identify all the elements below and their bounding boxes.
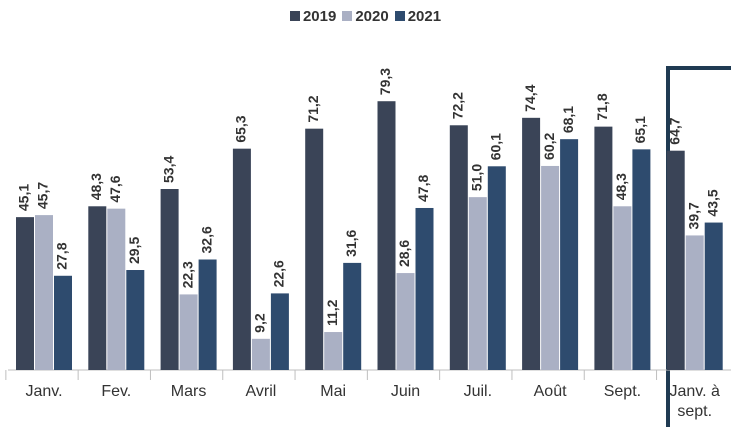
- value-label: 65,3: [233, 115, 249, 142]
- bar: [54, 275, 72, 370]
- value-label: 65,1: [632, 116, 648, 143]
- bar: [232, 148, 251, 370]
- value-label: 11,2: [324, 299, 340, 326]
- bar: [107, 208, 126, 370]
- bar: [305, 128, 324, 370]
- bar: [377, 101, 396, 371]
- x-tick-label: Juin: [390, 383, 421, 400]
- value-label: 27,8: [54, 242, 70, 269]
- value-label: 71,8: [594, 93, 610, 120]
- bar: [35, 215, 53, 370]
- value-label: 60,2: [541, 132, 557, 159]
- value-label: 32,6: [198, 226, 214, 253]
- x-tick-label: Juil.: [463, 383, 493, 400]
- bar: [560, 139, 579, 370]
- value-label: 47,8: [415, 175, 431, 202]
- legend-swatch: [342, 11, 353, 21]
- legend-item: 2020: [342, 8, 389, 25]
- x-tick-label: Janv.: [25, 383, 63, 400]
- x-tick-label: Fev.: [101, 383, 132, 400]
- bar: [487, 166, 506, 370]
- bar: [685, 235, 704, 370]
- value-label: 71,2: [305, 95, 321, 122]
- bar: [541, 165, 560, 370]
- value-label: 48,3: [88, 173, 104, 200]
- bar: [198, 259, 217, 370]
- legend-label: 2021: [407, 8, 442, 25]
- x-tick-label: Avril: [245, 383, 277, 400]
- value-label: 45,7: [35, 182, 51, 209]
- value-label: 22,3: [179, 261, 195, 288]
- value-label: 64,7: [666, 117, 682, 144]
- bar: [179, 294, 198, 370]
- x-tick-label: Sept.: [603, 383, 642, 400]
- value-label: 28,6: [396, 240, 412, 267]
- bar: [126, 270, 145, 370]
- bar: [613, 206, 632, 370]
- value-label: 29,5: [126, 237, 142, 264]
- legend-item: 2019: [289, 8, 337, 25]
- bar: [449, 125, 468, 370]
- bar: [16, 217, 34, 370]
- bar: [704, 222, 723, 370]
- value-label: 43,5: [704, 189, 720, 216]
- bar: [522, 117, 541, 371]
- value-label: 60,1: [488, 133, 504, 160]
- value-label: 9,2: [252, 313, 268, 333]
- value-label: 31,6: [343, 229, 359, 256]
- value-label: 79,3: [377, 68, 393, 95]
- bar: [270, 293, 289, 370]
- value-label: 68,1: [560, 106, 576, 133]
- value-label: 47,6: [107, 175, 123, 202]
- legend: 2019 2020 2021: [0, 8, 731, 25]
- value-label: 22,6: [271, 260, 287, 287]
- bar: [324, 332, 343, 370]
- legend-label: 2020: [355, 8, 389, 25]
- legend-swatch: [289, 11, 300, 21]
- bar: [594, 126, 613, 370]
- x-tick-label: Janv. à sept.: [669, 383, 720, 420]
- bar: [666, 150, 685, 370]
- bar: [160, 189, 179, 370]
- value-label: 74,4: [522, 84, 538, 111]
- x-tick-label: Mai: [320, 383, 347, 400]
- bar: [396, 273, 415, 370]
- value-label: 72,2: [450, 92, 466, 119]
- value-label: 48,3: [613, 173, 629, 200]
- value-label: 45,1: [16, 184, 32, 211]
- bar: [251, 338, 270, 370]
- value-label: 51,0: [469, 164, 485, 191]
- x-tick-label: Mars: [170, 383, 207, 400]
- legend-swatch: [394, 11, 405, 21]
- bar: [415, 207, 434, 370]
- value-label: 39,7: [685, 202, 701, 229]
- x-tick-label: Août: [533, 383, 567, 400]
- legend-label: 2019: [302, 8, 337, 25]
- value-label: 53,4: [160, 156, 176, 183]
- bar: [632, 149, 651, 370]
- bar: [88, 206, 107, 370]
- bar: [343, 262, 362, 370]
- bar: [468, 197, 487, 370]
- legend-item: 2021: [394, 8, 442, 25]
